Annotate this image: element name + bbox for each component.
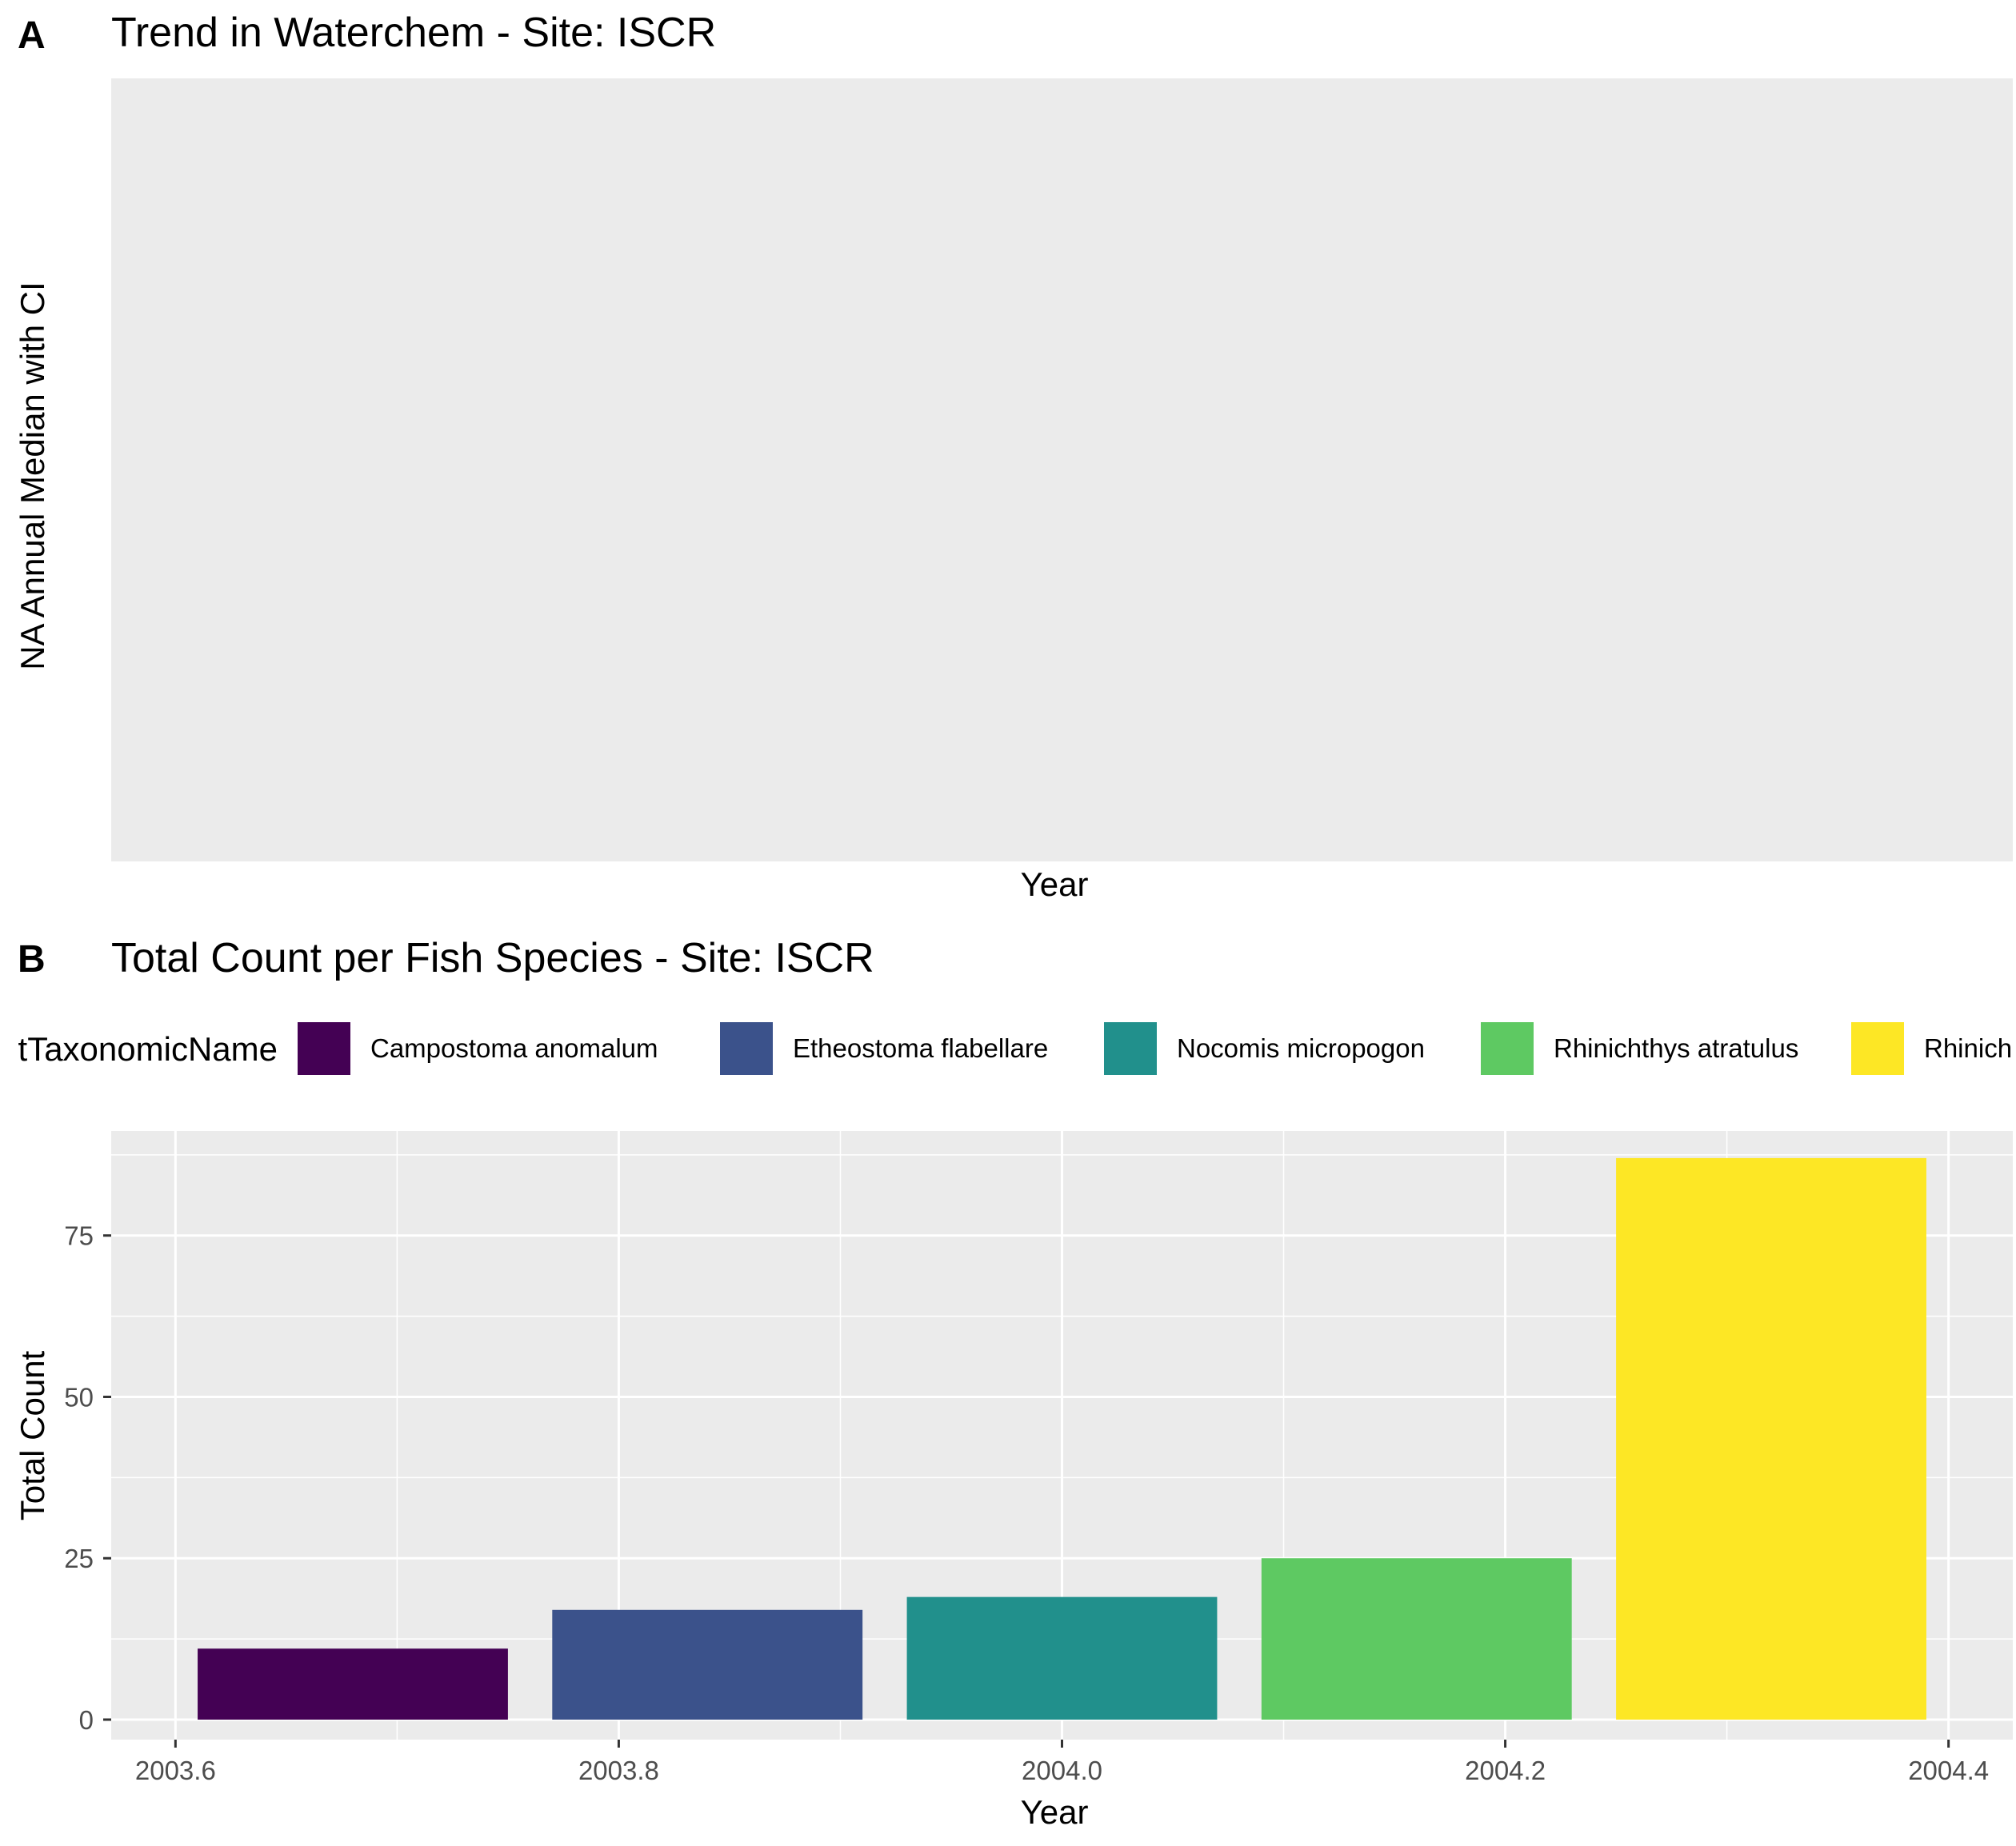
- panel-a: A Trend in Waterchem - Site: ISCR Year N…: [14, 10, 2013, 903]
- legend-label: Campostoma anomalum: [370, 1033, 658, 1063]
- panel-b: B Total Count per Fish Species - Site: I…: [14, 935, 2013, 1831]
- legend-key: [1850, 1021, 1906, 1077]
- legend: tTaxonomicName Campostoma anomalum Etheos…: [18, 1021, 2012, 1077]
- panel-a-y-axis-label: NA Annual Median with CI: [14, 282, 51, 670]
- panel-a-title: Trend in Waterchem - Site: ISCR: [111, 10, 716, 56]
- bar: [1616, 1157, 1926, 1720]
- panel-a-plot-area: [111, 78, 2013, 861]
- x-tick-label: 2004.2: [1465, 1756, 1546, 1785]
- y-axis: 0 25 50 75: [64, 1221, 111, 1735]
- bar: [552, 1609, 863, 1720]
- legend-label: Rhinich: [1924, 1033, 2012, 1063]
- y-tick-label: 0: [79, 1705, 94, 1735]
- panel-b-x-axis-label: Year: [1021, 1793, 1089, 1831]
- bars: [198, 1157, 1926, 1720]
- x-axis: 2003.6 2003.8 2004.0 2004.2 2004.4: [135, 1740, 1989, 1785]
- panel-a-tag: A: [18, 14, 46, 57]
- panel-b-tag: B: [18, 938, 46, 981]
- x-tick-label: 2003.6: [135, 1756, 216, 1785]
- y-tick-label: 75: [64, 1221, 94, 1251]
- legend-label: Etheostoma flabellare: [793, 1033, 1048, 1063]
- x-tick-label: 2003.8: [578, 1756, 659, 1785]
- bar: [1261, 1558, 1572, 1720]
- panel-b-title: Total Count per Fish Species - Site: ISC…: [111, 935, 874, 981]
- panel-b-y-axis-label: Total Count: [14, 1350, 51, 1520]
- legend-key: [1479, 1021, 1535, 1077]
- legend-key: [718, 1021, 774, 1077]
- x-tick-label: 2004.0: [1022, 1756, 1102, 1785]
- y-tick-label: 50: [64, 1382, 94, 1412]
- legend-key: [1102, 1021, 1158, 1077]
- legend-title: tTaxonomicName: [18, 1030, 278, 1068]
- y-tick-label: 25: [64, 1544, 94, 1573]
- x-tick-label: 2004.4: [1908, 1756, 1989, 1785]
- bar: [198, 1648, 508, 1720]
- legend-label: Nocomis micropogon: [1177, 1033, 1425, 1063]
- bar: [906, 1596, 1218, 1720]
- panel-a-x-axis-label: Year: [1021, 865, 1089, 903]
- legend-label: Rhinichthys atratulus: [1554, 1033, 1798, 1063]
- legend-key: [296, 1021, 352, 1077]
